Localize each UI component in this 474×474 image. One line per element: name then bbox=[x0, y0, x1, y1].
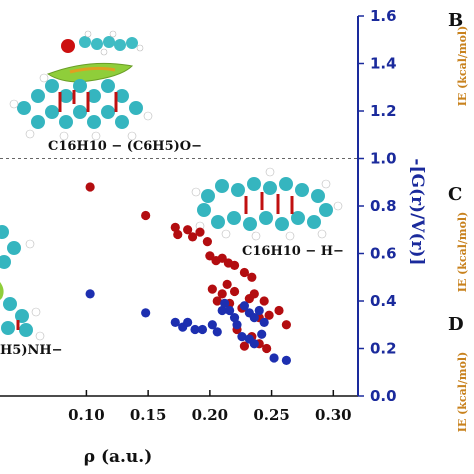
side-panel-c-label: IE (kcal/mol) bbox=[456, 212, 469, 293]
red-data-point bbox=[202, 237, 212, 247]
molecule-left-illustration bbox=[0, 225, 45, 341]
blue-data-point bbox=[170, 317, 180, 327]
y-tick-label: 0.0 bbox=[370, 387, 397, 405]
y-tick-label: 0.4 bbox=[370, 292, 397, 310]
blue-data-point bbox=[281, 355, 291, 365]
data-points bbox=[85, 182, 291, 365]
y-tick-label: 1.0 bbox=[370, 150, 397, 168]
x-ticks: 0.10 0.15 0.20 0.25 0.30 bbox=[68, 390, 352, 424]
blue-data-point bbox=[207, 320, 217, 330]
y-tick-label: 0.8 bbox=[370, 197, 397, 215]
blue-data-point bbox=[225, 305, 235, 316]
blue-data-point bbox=[257, 329, 267, 339]
x-tick-label: 0.25 bbox=[253, 406, 290, 424]
molecule-right-label: C16H10 − H− bbox=[242, 244, 344, 259]
y-ticks: 0.0 0.2 0.4 0.6 0.8 1.0 1.2 1.4 1.6 bbox=[358, 7, 397, 405]
blue-data-point bbox=[237, 332, 247, 342]
side-panel-b-label: IE (kcal/mol) bbox=[456, 26, 469, 107]
blue-data-point bbox=[229, 313, 240, 323]
y-tick-label: 1.6 bbox=[370, 7, 397, 25]
panel-letter-b: B bbox=[448, 10, 463, 31]
blue-data-point bbox=[249, 339, 259, 349]
blue-data-point bbox=[212, 327, 222, 337]
blue-data-point bbox=[269, 353, 279, 363]
x-tick-label: 0.30 bbox=[315, 406, 352, 424]
blue-data-point bbox=[249, 313, 259, 323]
molecule-top-illustration bbox=[9, 30, 153, 141]
red-data-point bbox=[212, 296, 222, 306]
x-tick-label: 0.20 bbox=[192, 406, 229, 424]
red-data-point bbox=[239, 267, 250, 278]
molecule-left-label: H5)NH− bbox=[0, 343, 63, 358]
red-data-point bbox=[217, 289, 227, 299]
molecule-top-label: C16H10 − (C6H5)O− bbox=[48, 139, 202, 154]
red-data-point bbox=[195, 227, 205, 237]
red-data-point bbox=[85, 182, 95, 192]
molecule-right-illustration bbox=[191, 167, 343, 241]
blue-data-point bbox=[239, 301, 250, 311]
red-data-point bbox=[229, 260, 240, 270]
red-data-point bbox=[264, 310, 274, 320]
red-data-point bbox=[249, 289, 259, 299]
blue-data-point bbox=[259, 317, 269, 327]
blue-data-point bbox=[183, 317, 193, 327]
red-data-point bbox=[274, 305, 284, 316]
blue-data-point bbox=[197, 324, 208, 335]
blue-data-point bbox=[232, 320, 242, 330]
blue-data-point bbox=[217, 305, 227, 316]
red-data-point bbox=[259, 296, 269, 306]
side-panel-d-label: IE (kcal/mol) bbox=[456, 352, 469, 433]
red-data-point bbox=[262, 343, 272, 354]
blue-data-point bbox=[85, 289, 95, 299]
red-data-point bbox=[207, 284, 217, 294]
red-data-point bbox=[183, 225, 193, 235]
x-axis-label: ρ (a.u.) bbox=[84, 447, 153, 467]
red-data-point bbox=[170, 222, 180, 232]
red-data-point bbox=[187, 232, 198, 242]
blue-data-point bbox=[190, 324, 200, 335]
x-tick-label: 0.10 bbox=[68, 406, 105, 424]
x-tick-label: 0.15 bbox=[130, 406, 167, 424]
panel-letter-d: D bbox=[448, 314, 464, 335]
blue-data-point bbox=[254, 305, 264, 316]
red-data-point bbox=[141, 210, 151, 221]
red-data-point bbox=[173, 229, 183, 240]
y-tick-label: 0.2 bbox=[370, 340, 397, 358]
red-data-point bbox=[222, 279, 232, 289]
red-data-point bbox=[239, 341, 250, 351]
y-tick-label: 1.4 bbox=[370, 55, 397, 73]
red-data-point bbox=[247, 272, 257, 282]
red-data-point bbox=[229, 286, 240, 297]
red-data-point bbox=[281, 320, 291, 330]
blue-data-point bbox=[220, 298, 230, 308]
y-tick-label: 0.6 bbox=[370, 245, 397, 263]
y-axis-label: -[G(r)/V(r)] bbox=[407, 158, 427, 265]
blue-data-point bbox=[141, 308, 151, 318]
y-tick-label: 1.2 bbox=[370, 102, 397, 120]
panel-letter-c: C bbox=[448, 184, 462, 205]
